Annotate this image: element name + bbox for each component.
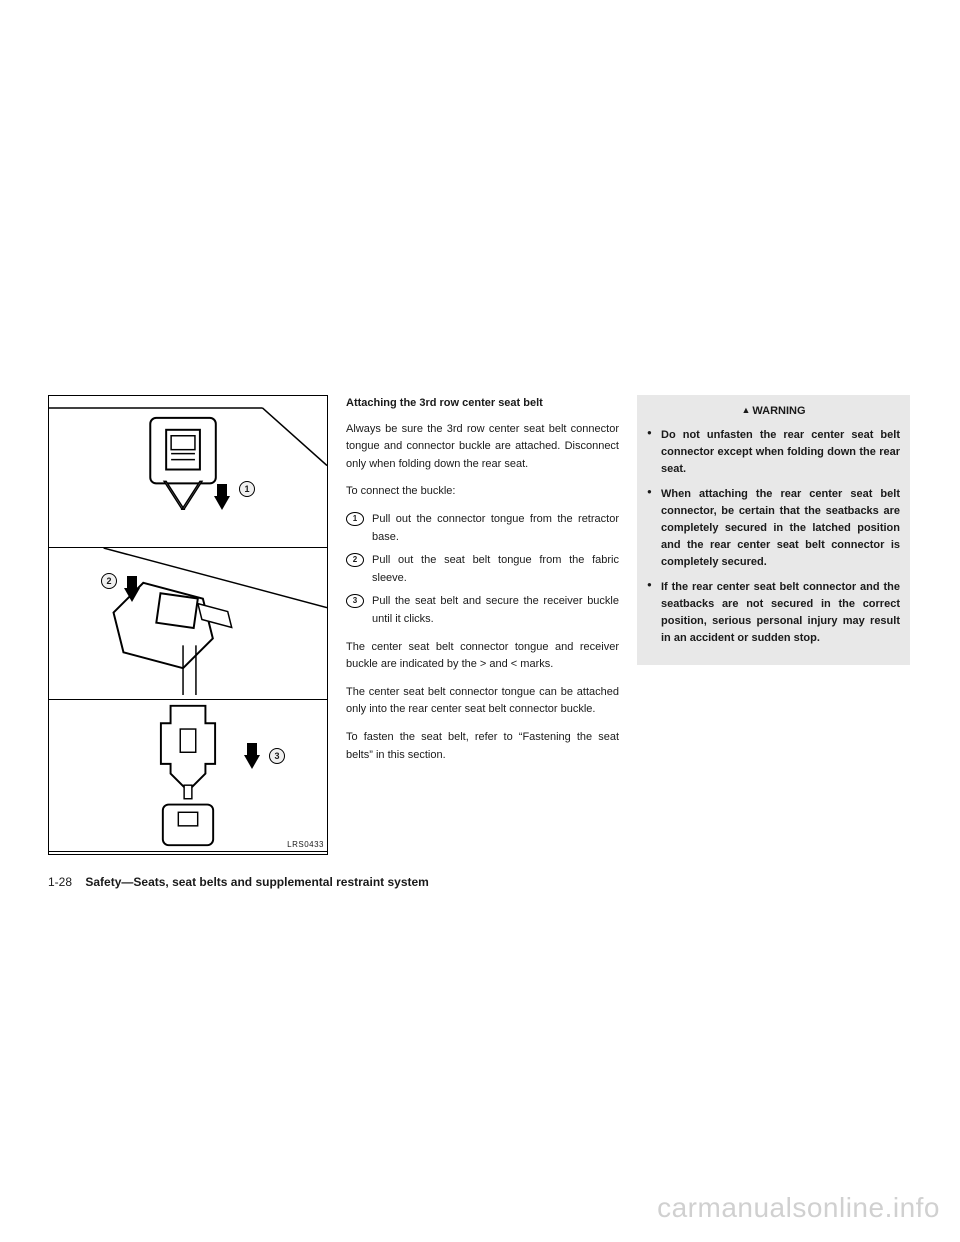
- watermark: carmanualsonline.info: [657, 1192, 940, 1224]
- step-list: 1 Pull out the connector tongue from the…: [346, 511, 619, 629]
- page-footer: 1-28 Safety—Seats, seat belts and supple…: [48, 875, 429, 889]
- warning-list: Do not unfasten the rear center seat bel…: [647, 427, 900, 648]
- figure-panel-3: 3: [49, 700, 327, 852]
- section-heading: Attaching the 3rd row center seat belt: [346, 395, 619, 413]
- paragraph: To fasten the seat belt, refer to “Faste…: [346, 729, 619, 764]
- section-title: Safety—Seats, seat belts and supplementa…: [85, 875, 428, 889]
- warning-item: When attaching the rear center seat belt…: [647, 486, 900, 571]
- column-left: 1 2: [48, 395, 328, 855]
- warning-box: WARNING Do not unfasten the rear center …: [637, 395, 910, 665]
- column-middle: Attaching the 3rd row center seat belt A…: [346, 395, 619, 855]
- step-number: 2: [346, 553, 364, 567]
- step-item: 1 Pull out the connector tongue from the…: [346, 511, 619, 546]
- step-item: 2 Pull out the seat belt tongue from the…: [346, 552, 619, 587]
- page-content: 1 2: [48, 395, 912, 855]
- callout-1: 1: [239, 481, 255, 497]
- paragraph: Always be sure the 3rd row center seat b…: [346, 421, 619, 474]
- paragraph: The center seat belt connector tongue ca…: [346, 684, 619, 719]
- arrow-icon: [214, 496, 230, 510]
- arrow-icon: [124, 588, 140, 602]
- callout-3: 3: [269, 748, 285, 764]
- column-right: WARNING Do not unfasten the rear center …: [637, 395, 910, 855]
- warning-title: WARNING: [647, 403, 900, 421]
- step-item: 3 Pull the seat belt and secure the rece…: [346, 593, 619, 628]
- step-text: Pull out the seat belt tongue from the f…: [372, 552, 619, 587]
- paragraph: To connect the buckle:: [346, 483, 619, 501]
- warning-item: Do not unfasten the rear center seat bel…: [647, 427, 900, 478]
- figure-code: LRS0433: [287, 839, 324, 852]
- step-text: Pull out the connector tongue from the r…: [372, 511, 619, 546]
- figure-panel-2: 2: [49, 548, 327, 700]
- warning-item: If the rear center seat belt connector a…: [647, 579, 900, 647]
- step-number: 1: [346, 512, 364, 526]
- page-number: 1-28: [48, 875, 72, 889]
- figure-panel-1: 1: [49, 396, 327, 548]
- paragraph: The center seat belt connector tongue an…: [346, 639, 619, 674]
- arrow-icon: [244, 755, 260, 769]
- step-text: Pull the seat belt and secure the receiv…: [372, 593, 619, 628]
- figure: 1 2: [48, 395, 328, 855]
- step-number: 3: [346, 594, 364, 608]
- callout-2: 2: [101, 573, 117, 589]
